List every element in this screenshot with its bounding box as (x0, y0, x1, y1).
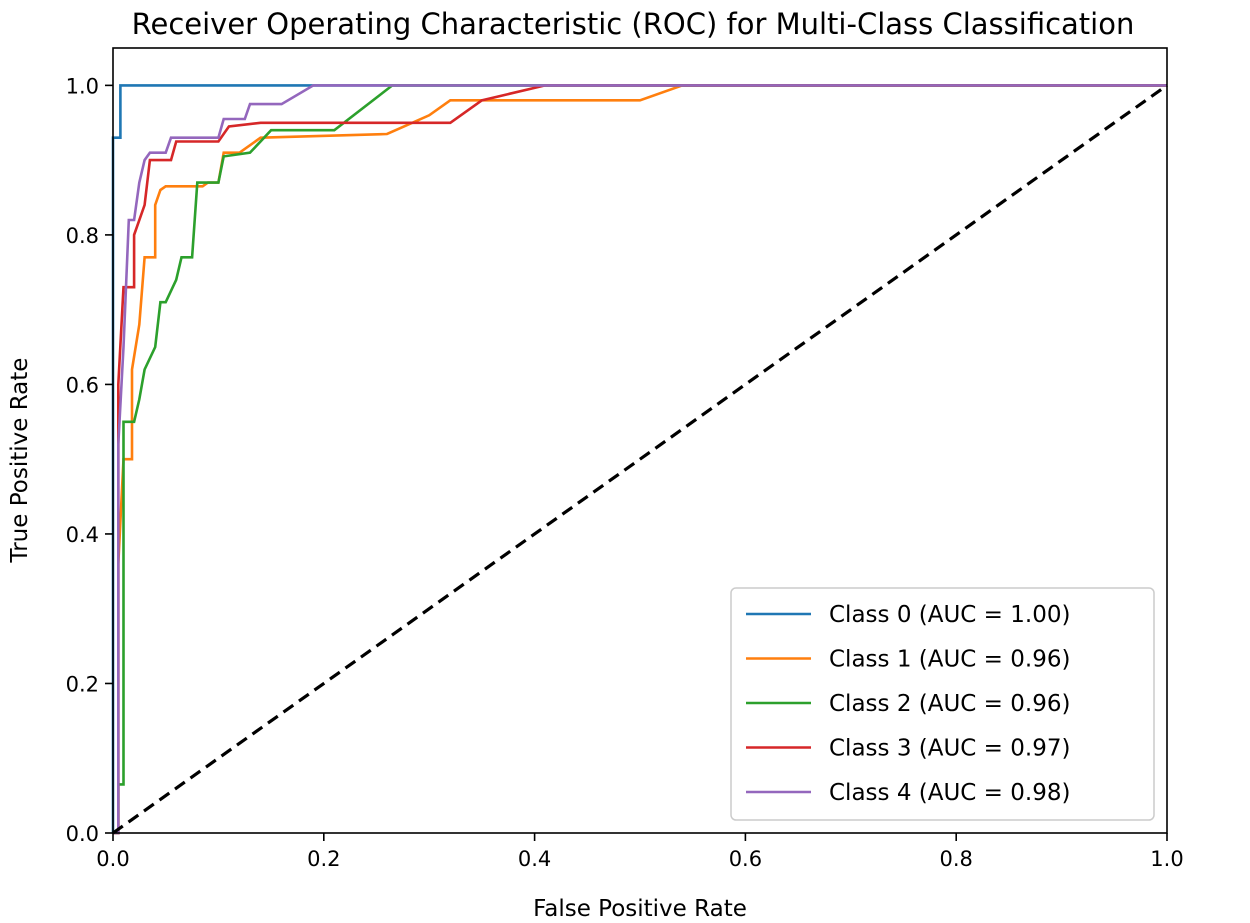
x-tick-label: 0.2 (307, 847, 340, 871)
y-tick-label: 0.0 (66, 822, 99, 846)
x-tick-label: 0.6 (729, 847, 762, 871)
x-tick-label: 0.0 (96, 847, 129, 871)
legend-label-class-4: Class 4 (AUC = 0.98) (829, 780, 1070, 806)
legend-box (730, 587, 1155, 821)
legend-label-class-0: Class 0 (AUC = 1.00) (829, 602, 1070, 628)
x-tick-label: 0.8 (939, 847, 972, 871)
x-tick-label: 0.4 (518, 847, 551, 871)
roc-line-class-2 (113, 84, 1167, 835)
roc-line-class-1 (113, 84, 1167, 835)
x-axis-label: False Positive Rate (533, 896, 747, 922)
roc-line-class-4 (113, 84, 1167, 835)
y-tick-label: 0.4 (66, 523, 99, 547)
y-axis-label: True Positive Rate (7, 358, 33, 564)
roc-line-class-3 (113, 84, 1167, 835)
chance-diagonal-line (112, 84, 1168, 835)
legend-label-class-3: Class 3 (AUC = 0.97) (829, 736, 1070, 762)
y-tick-label: 0.2 (66, 672, 99, 696)
legend-label-class-2: Class 2 (AUC = 0.96) (829, 691, 1070, 717)
legend-label-class-1: Class 1 (AUC = 0.96) (829, 647, 1070, 673)
plot-frame (112, 47, 1168, 834)
x-tick-label: 1.0 (1150, 847, 1183, 871)
y-tick-label: 0.6 (66, 373, 99, 397)
y-tick-label: 0.8 (66, 224, 99, 248)
chart-title: Receiver Operating Characteristic (ROC) … (132, 7, 1135, 41)
y-tick-label: 1.0 (66, 74, 99, 98)
